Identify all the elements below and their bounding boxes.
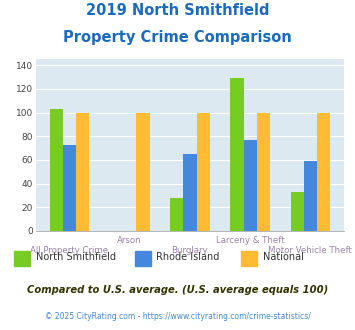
- Text: Motor Vehicle Theft: Motor Vehicle Theft: [268, 246, 353, 255]
- Text: North Smithfield: North Smithfield: [36, 252, 115, 262]
- Bar: [183, 154, 197, 231]
- Bar: [290, 192, 304, 231]
- Text: Compared to U.S. average. (U.S. average equals 100): Compared to U.S. average. (U.S. average …: [27, 285, 328, 295]
- Bar: [257, 113, 270, 231]
- Text: 2019 North Smithfield: 2019 North Smithfield: [86, 3, 269, 18]
- Text: © 2025 CityRating.com - https://www.cityrating.com/crime-statistics/: © 2025 CityRating.com - https://www.city…: [45, 312, 310, 321]
- Bar: [244, 140, 257, 231]
- Text: Larceny & Theft: Larceny & Theft: [216, 236, 284, 245]
- Bar: [230, 78, 244, 231]
- Text: Burglary: Burglary: [171, 246, 208, 255]
- Bar: [317, 113, 330, 231]
- Text: Property Crime Comparison: Property Crime Comparison: [63, 30, 292, 45]
- Bar: [136, 113, 149, 231]
- Text: Arson: Arson: [118, 236, 142, 245]
- Bar: [63, 145, 76, 231]
- Bar: [304, 161, 317, 231]
- Text: National: National: [263, 252, 304, 262]
- Bar: [50, 109, 63, 231]
- Text: All Property Crime: All Property Crime: [31, 246, 109, 255]
- Bar: [76, 113, 89, 231]
- Text: Rhode Island: Rhode Island: [156, 252, 220, 262]
- Bar: [170, 198, 183, 231]
- Bar: [197, 113, 210, 231]
